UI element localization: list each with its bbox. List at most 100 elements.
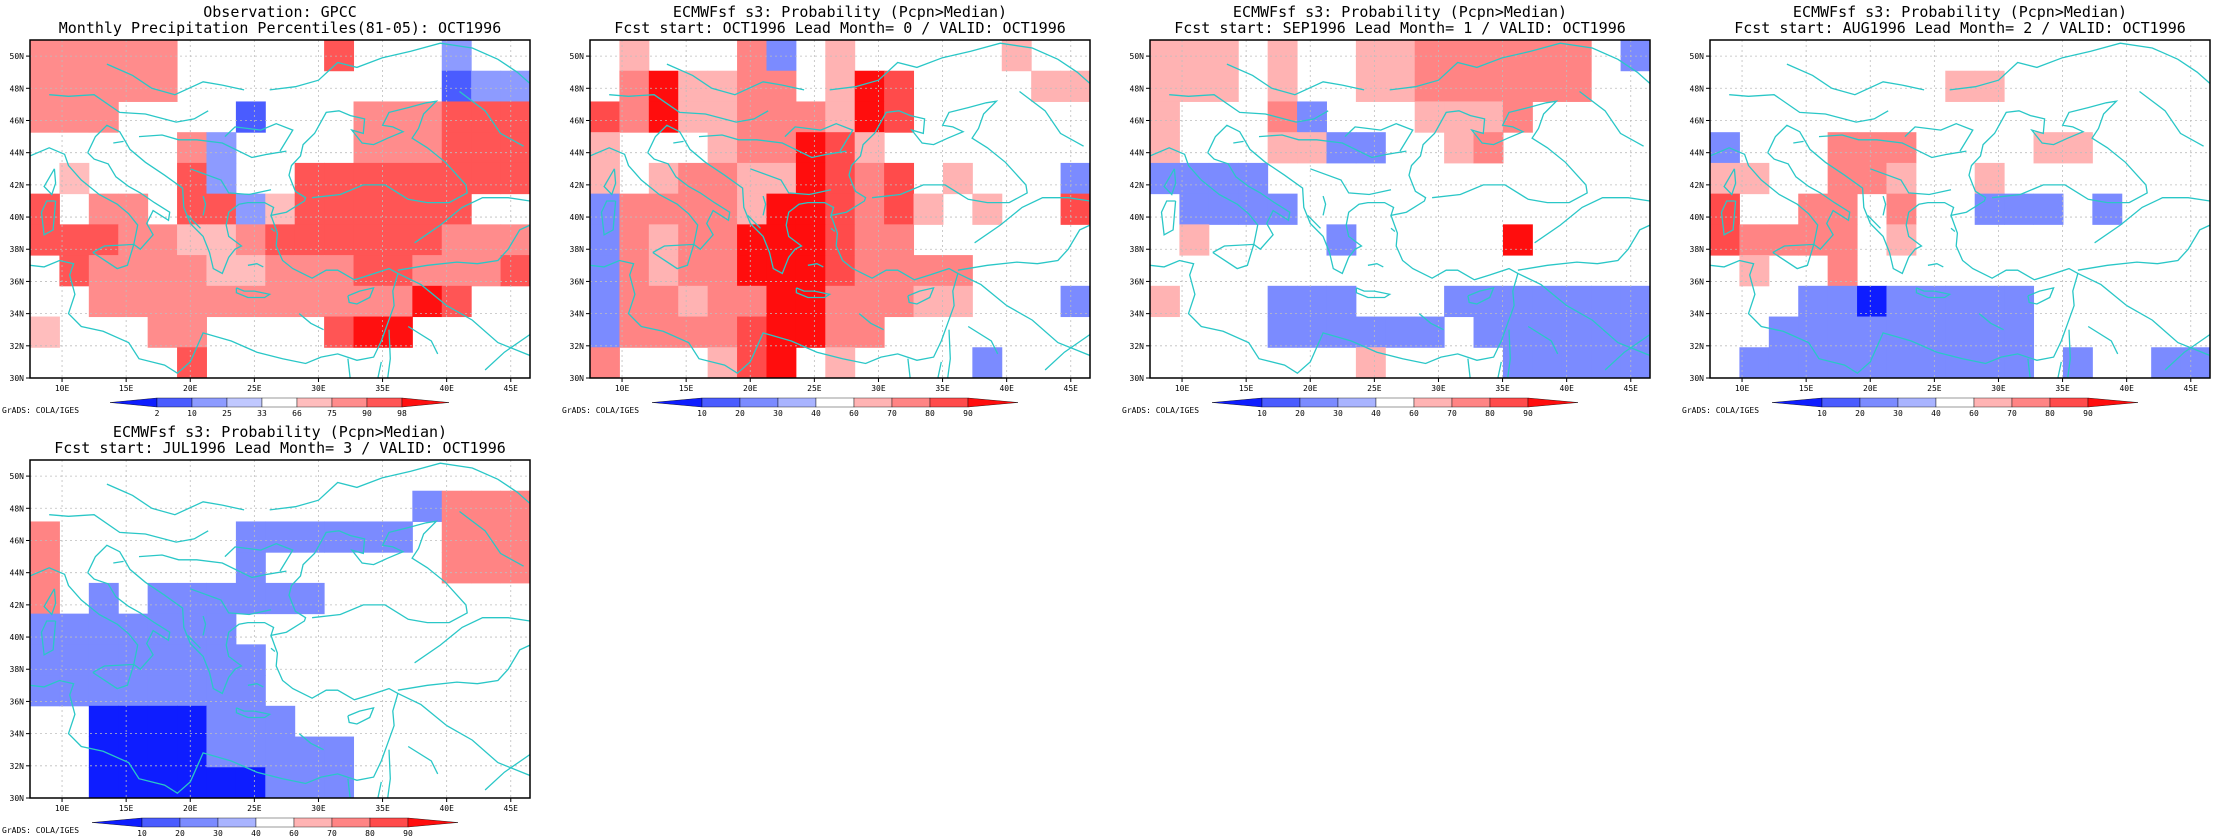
coastline bbox=[1786, 63, 1925, 96]
coastline bbox=[2027, 286, 2055, 305]
grid-cell bbox=[88, 613, 119, 645]
coastline bbox=[235, 707, 272, 719]
grid-cell bbox=[147, 675, 178, 707]
grid-cell bbox=[1267, 40, 1298, 72]
coastline bbox=[1169, 94, 1329, 123]
lon-tick-label: 25E bbox=[807, 384, 822, 393]
grid-cell bbox=[1974, 316, 2005, 348]
coastline bbox=[2087, 325, 2119, 355]
panel-obs: Observation: GPCC Monthly Precipitation … bbox=[0, 0, 560, 420]
grid-cell bbox=[678, 285, 709, 318]
grid-cell bbox=[1502, 316, 1533, 348]
coastline bbox=[1355, 287, 1392, 299]
colorbar-segment bbox=[366, 397, 403, 408]
grid-cell bbox=[206, 193, 237, 225]
coastline bbox=[784, 122, 854, 152]
colorbar-segment bbox=[331, 817, 371, 828]
lon-tick-label: 30E bbox=[1991, 384, 2006, 393]
grid-cell bbox=[1444, 132, 1475, 164]
grid-cell bbox=[88, 705, 119, 738]
grid-cell bbox=[913, 193, 944, 225]
lat-tick-label: 30N bbox=[1130, 374, 1145, 383]
grid-cell bbox=[441, 552, 472, 584]
colorbar-segment bbox=[261, 397, 298, 408]
grid-cell bbox=[1768, 224, 1799, 256]
grid-cell bbox=[707, 255, 738, 287]
grid-cell bbox=[1179, 70, 1210, 102]
grid-cell bbox=[59, 613, 90, 645]
grid-cell bbox=[1297, 101, 1327, 133]
lon-tick-label: 25E bbox=[247, 384, 262, 393]
grid-cell bbox=[1444, 40, 1475, 72]
grid-cell bbox=[1857, 132, 1887, 164]
lat-tick-label: 48N bbox=[570, 84, 585, 93]
grid-cell bbox=[854, 224, 885, 256]
colorbar-label: 60 bbox=[1409, 409, 1419, 418]
grid-cell bbox=[30, 644, 60, 676]
colorbar-segment bbox=[2049, 397, 2089, 408]
lat-tick-label: 48N bbox=[10, 504, 25, 513]
lat-tick-label: 50N bbox=[570, 52, 585, 61]
map-frame bbox=[29, 459, 531, 799]
grid-cell bbox=[88, 767, 119, 799]
coastline bbox=[187, 634, 201, 649]
panel-subtitle: Monthly Precipitation Percentiles(81-05)… bbox=[58, 19, 502, 37]
lon-tick-label: 40E bbox=[439, 384, 454, 393]
coastline bbox=[1723, 168, 1737, 196]
grid-cell bbox=[118, 736, 149, 768]
grid-cell bbox=[590, 132, 620, 164]
colorbar-segment bbox=[1821, 397, 1861, 408]
grid-cell bbox=[2004, 193, 2035, 225]
coastline bbox=[40, 200, 57, 236]
grid-cell bbox=[294, 255, 325, 287]
grid-cell bbox=[412, 162, 443, 195]
coastline bbox=[459, 90, 524, 147]
coastline bbox=[1390, 227, 1396, 233]
grid-cell bbox=[235, 582, 266, 615]
grid-cell bbox=[795, 162, 826, 195]
colorbar-segment bbox=[2011, 397, 2051, 408]
grid-cell bbox=[707, 101, 738, 133]
map-area: 30N 32N 34N 36N 38N 40N 42N 44N 46N 48N 50N 10E 15E 2… bbox=[570, 39, 1091, 393]
lat-tick-label: 44N bbox=[1130, 149, 1145, 158]
grid-cell bbox=[412, 285, 443, 318]
panel-subtitle: Fcst start: JUL1996 Lead Month= 3 / VALI… bbox=[54, 439, 506, 457]
grid-cell bbox=[324, 224, 355, 256]
grid-cell bbox=[1267, 316, 1298, 348]
grid-cell bbox=[913, 285, 944, 318]
coastline bbox=[1150, 215, 1519, 375]
coastline bbox=[830, 227, 836, 233]
coastline bbox=[43, 588, 57, 616]
coastline bbox=[484, 753, 530, 791]
grid-cell bbox=[294, 767, 325, 799]
coastline bbox=[609, 94, 769, 123]
coastline bbox=[747, 214, 761, 229]
grid-cell bbox=[382, 162, 413, 195]
grid-cell bbox=[1267, 101, 1298, 133]
colorbar-segment bbox=[1973, 397, 2013, 408]
grid-cell bbox=[795, 132, 826, 164]
grid-cell bbox=[1444, 70, 1475, 102]
grid-cell bbox=[1945, 285, 1976, 318]
lon-tick-label: 35E bbox=[375, 384, 390, 393]
colorbar-segment bbox=[1935, 397, 1975, 408]
coastline bbox=[113, 560, 124, 564]
grid-cell bbox=[59, 101, 90, 133]
grid-cell bbox=[854, 101, 885, 133]
grid-cell bbox=[1620, 316, 1651, 348]
coastline bbox=[937, 361, 942, 378]
grid-cell bbox=[500, 132, 531, 164]
grid-cell bbox=[1297, 316, 1327, 348]
map-frame bbox=[29, 39, 531, 379]
lat-tick-label: 32N bbox=[570, 342, 585, 351]
grid-cell bbox=[441, 132, 472, 164]
lon-tick-label: 40E bbox=[2119, 384, 2134, 393]
coastline bbox=[92, 243, 135, 270]
lon-tick-label: 25E bbox=[1367, 384, 1382, 393]
coastline bbox=[138, 554, 287, 579]
grid-cell bbox=[1827, 193, 1858, 225]
lat-tick-label: 40N bbox=[1690, 213, 1705, 222]
coastline bbox=[49, 94, 209, 123]
grid-cell bbox=[942, 285, 973, 318]
grid-cell bbox=[294, 224, 325, 256]
